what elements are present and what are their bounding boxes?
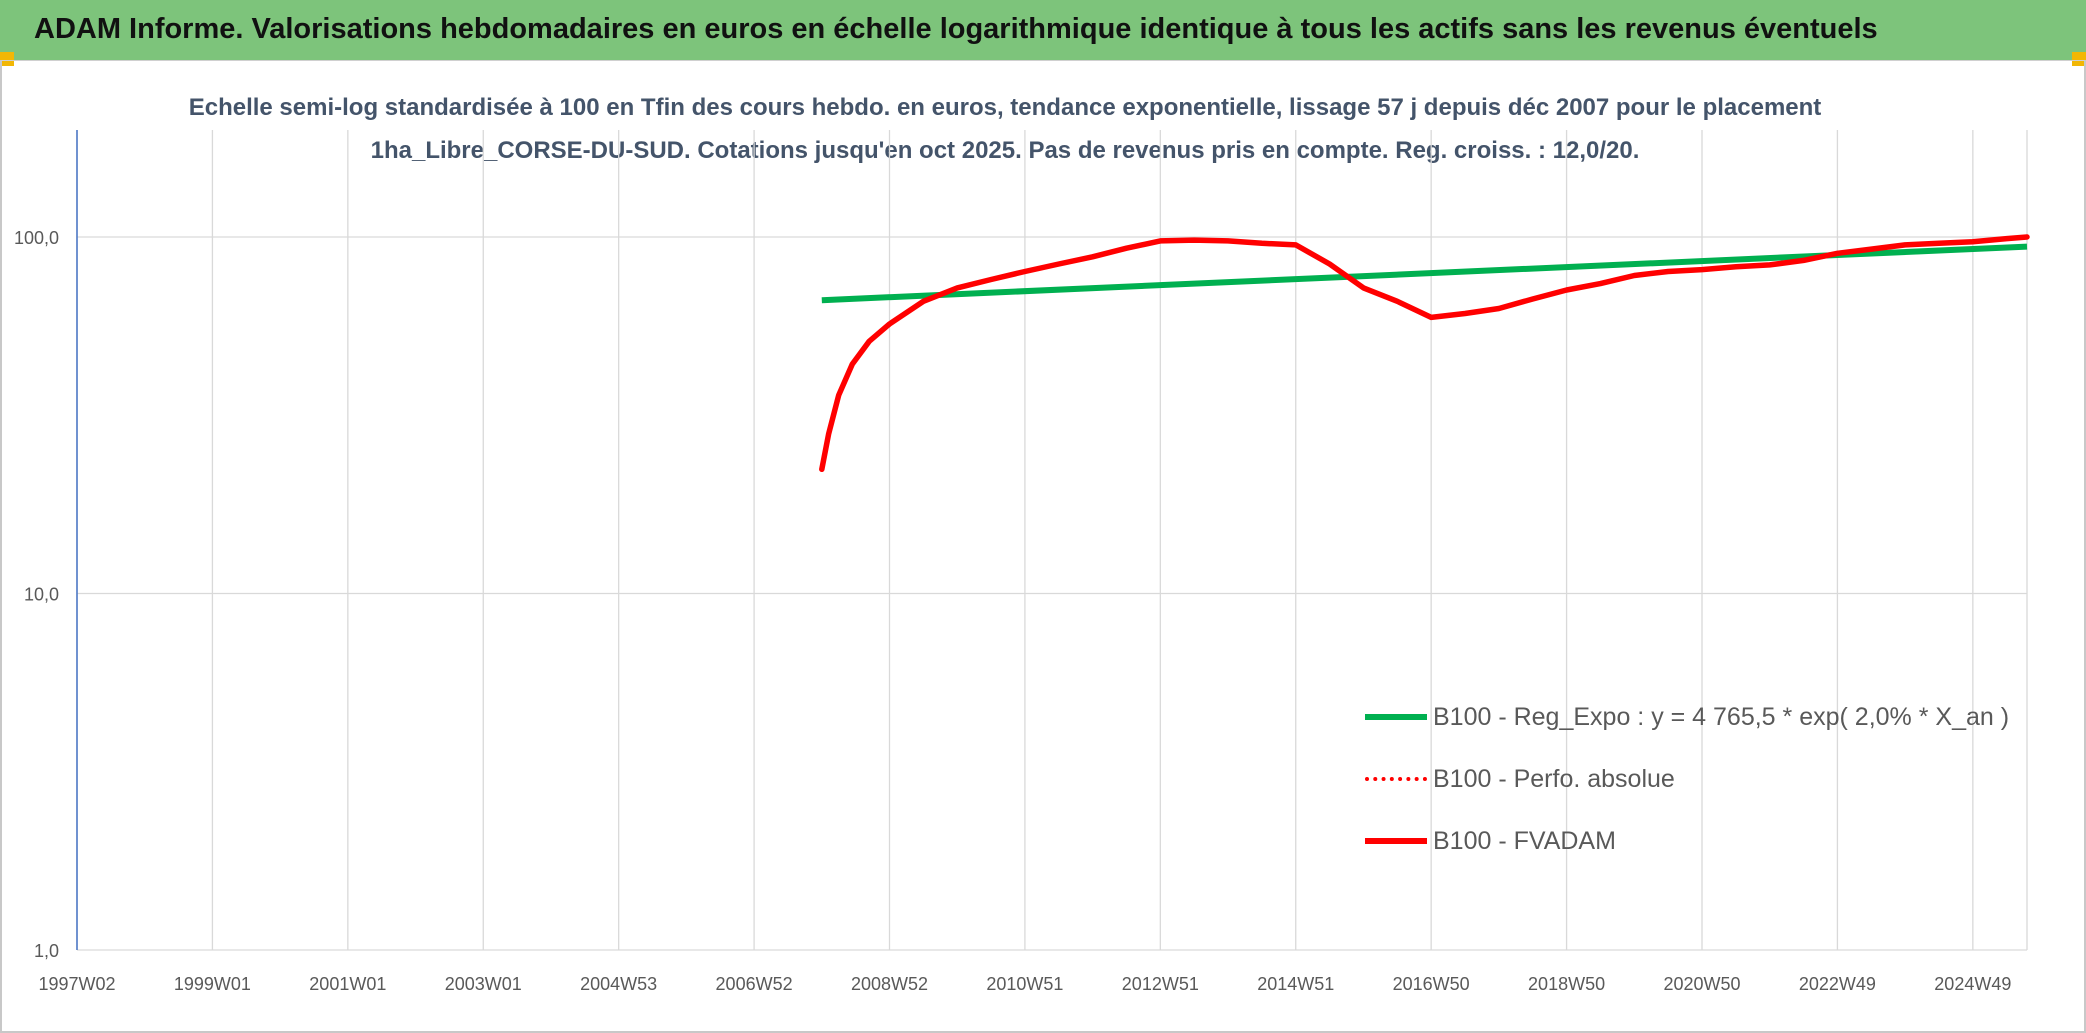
x-tick-label: 2018W50 [1528, 974, 1605, 994]
chart-legend: B100 - Reg_Expo : y = 4 765,5 * exp( 2,0… [1365, 686, 2015, 872]
y-tick-label: 1,0 [34, 941, 59, 961]
legend-item-regression: B100 - Reg_Expo : y = 4 765,5 * exp( 2,0… [1365, 686, 2015, 748]
legend-label-perfo: B100 - Perfo. absolue [1433, 764, 1675, 793]
y-tick-label: 100,0 [14, 228, 59, 248]
x-tick-label: 2003W01 [445, 974, 522, 994]
legend-swatch-regression [1365, 714, 1427, 720]
chart-frame [0, 60, 2086, 1033]
x-tick-label: 1999W01 [174, 974, 251, 994]
corner-marker-left [0, 52, 14, 66]
x-tick-label: 2008W52 [851, 974, 928, 994]
x-tick-label: 2016W50 [1393, 974, 1470, 994]
series-layer [819, 234, 2030, 473]
x-tick-label: 2010W51 [986, 974, 1063, 994]
legend-swatch-fvadam [1365, 838, 1427, 844]
x-tick-label: 2001W01 [309, 974, 386, 994]
report-title: ADAM Informe. Valorisations hebdomadaire… [0, 0, 2086, 60]
y-tick-label: 10,0 [24, 585, 59, 605]
legend-swatch-perfo [1365, 777, 1427, 781]
x-tick-label: 2020W50 [1663, 974, 1740, 994]
axis-layer: 1997W02 1999W01 2001W01 2003W01 2004W53 2006W… [14, 130, 2011, 994]
x-tick-label: 2012W51 [1122, 974, 1199, 994]
x-tick-label: 1997W02 [38, 974, 115, 994]
legend-label-regression: B100 - Reg_Expo : y = 4 765,5 * exp( 2,0… [1433, 702, 2010, 731]
legend-item-fvadam: B100 - FVADAM [1365, 810, 2015, 872]
legend-item-perfo: B100 - Perfo. absolue [1365, 748, 2015, 810]
x-tick-label: 2024W49 [1934, 974, 2011, 994]
corner-marker-right [2072, 52, 2086, 66]
chart-subtitle: Echelle semi-log standardisée à 100 en T… [188, 94, 1822, 164]
x-tick-label: 2022W49 [1799, 974, 1876, 994]
legend-label-fvadam: B100 - FVADAM [1433, 826, 1616, 855]
x-tick-label: 2006W52 [716, 974, 793, 994]
x-tick-label: 2014W51 [1257, 974, 1334, 994]
series-line-2 [819, 234, 2030, 473]
x-tick-label: 2004W53 [580, 974, 657, 994]
